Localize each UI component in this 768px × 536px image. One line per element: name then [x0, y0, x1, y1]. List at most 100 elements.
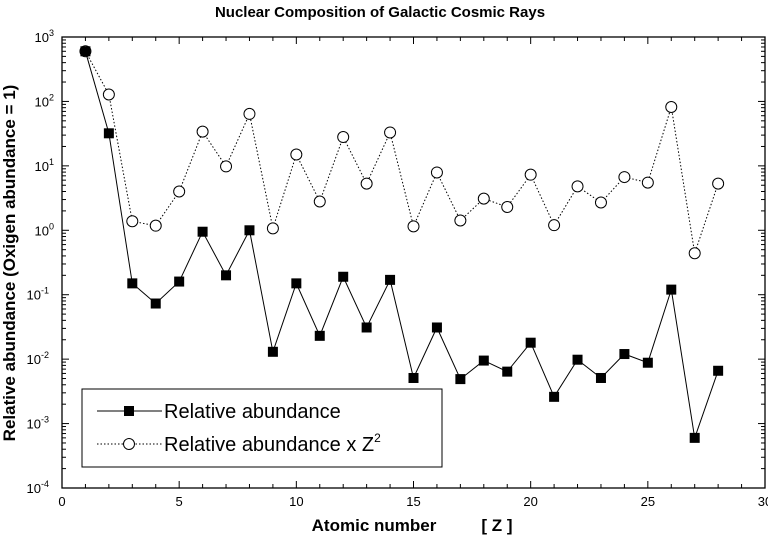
point-circle	[173, 185, 186, 198]
point-square	[666, 284, 677, 295]
point-circle	[618, 171, 631, 184]
point-square	[314, 330, 325, 341]
point-circle	[548, 219, 561, 232]
y-axis-label: Relative abundance (Oxigen abundance = 1…	[0, 85, 19, 442]
legend-box	[81, 388, 443, 468]
x-axis-symbol: [ Z ]	[481, 516, 512, 535]
y-tick-base: 10	[27, 481, 41, 496]
point-square	[361, 322, 372, 333]
y-tick-exponent: -2	[41, 350, 49, 360]
y-tick-exponent: -1	[41, 286, 49, 296]
x-axis-ticks: 0 5 10 15 20 25 30	[58, 37, 768, 509]
x-tick-label: 20	[523, 494, 537, 509]
point-square	[408, 372, 419, 383]
point-circle	[384, 126, 397, 139]
point-circle	[196, 125, 209, 138]
point-circle	[641, 176, 654, 189]
chart-title: Nuclear Composition of Galactic Cosmic R…	[215, 4, 545, 21]
legend-label-series-2-main: Relative abundance x Z	[164, 434, 374, 456]
point-circle	[454, 214, 467, 227]
x-tick-label: 15	[406, 494, 420, 509]
point-circle	[430, 166, 443, 179]
x-axis-label: Atomic number	[312, 516, 437, 535]
y-tick-label: 10-1	[27, 286, 49, 303]
point-square	[431, 322, 442, 333]
point-square	[502, 366, 513, 377]
point-circle	[126, 215, 139, 228]
point-circle	[360, 177, 373, 190]
point-circle	[688, 247, 701, 260]
point-circle	[477, 192, 490, 205]
y-tick-base: 10	[35, 223, 49, 238]
point-square	[572, 354, 583, 365]
y-tick-exponent: -4	[41, 479, 49, 489]
point-circle	[266, 222, 279, 235]
point-square	[291, 278, 302, 289]
x-tick-label: 5	[176, 494, 183, 509]
point-circle	[290, 148, 303, 161]
point-square	[713, 365, 724, 376]
point-square	[525, 337, 536, 348]
y-tick-base: 10	[27, 288, 41, 303]
y-tick-label: 10-3	[27, 415, 49, 432]
point-square	[267, 346, 278, 357]
point-circle	[571, 180, 584, 193]
point-square	[338, 271, 349, 282]
legend: Relative abundance Relative abundance x …	[81, 388, 443, 468]
point-circle	[313, 195, 326, 208]
y-tick-label: 102	[35, 92, 54, 109]
y-tick-base: 10	[35, 159, 49, 174]
y-tick-exponent: 0	[49, 221, 54, 231]
x-tick-label: 0	[58, 494, 65, 509]
point-square	[478, 355, 489, 366]
point-circle	[243, 107, 256, 120]
point-square	[127, 278, 138, 289]
point-circle	[712, 177, 725, 190]
y-tick-label: 100	[35, 221, 54, 238]
y-tick-exponent: 3	[49, 28, 54, 38]
point-square	[174, 276, 185, 287]
x-tick-label: 25	[641, 494, 655, 509]
y-tick-label: 101	[35, 157, 54, 174]
point-circle	[149, 219, 162, 232]
legend-marker-circle	[123, 438, 135, 450]
point-square	[455, 374, 466, 385]
series-line-1	[84, 51, 719, 439]
y-tick-base: 10	[35, 30, 49, 45]
point-square	[221, 270, 232, 281]
point-circle	[337, 131, 350, 144]
y-tick-exponent: 2	[49, 92, 54, 102]
y-tick-base: 10	[35, 94, 49, 109]
point-square	[103, 128, 114, 139]
y-tick-base: 10	[27, 417, 41, 432]
point-square	[549, 391, 560, 402]
legend-label-series-2: Relative abundance x Z2	[164, 431, 381, 456]
y-tick-label: 10-4	[27, 479, 49, 496]
point-circle	[524, 168, 537, 181]
point-circle	[220, 160, 233, 173]
series-layer	[79, 45, 725, 443]
y-tick-label: 10-2	[27, 350, 49, 367]
y-tick-exponent: 1	[49, 157, 54, 167]
point-square	[197, 226, 208, 237]
y-tick-label: 103	[35, 28, 54, 45]
point-square	[385, 274, 396, 285]
point-square	[244, 225, 255, 236]
point-square	[80, 46, 91, 57]
point-circle	[501, 200, 514, 213]
legend-label-series-1: Relative abundance	[164, 401, 341, 423]
point-square	[150, 298, 161, 309]
x-tick-label: 30	[758, 494, 768, 509]
y-tick-base: 10	[27, 352, 41, 367]
point-square	[595, 372, 606, 383]
x-tick-label: 10	[289, 494, 303, 509]
point-circle	[594, 196, 607, 209]
legend-label-series-2-sup: 2	[374, 431, 381, 445]
legend-marker-square	[124, 406, 134, 416]
point-circle	[665, 100, 678, 113]
point-circle	[407, 220, 420, 233]
series-line-2	[84, 51, 719, 254]
point-square	[642, 357, 653, 368]
